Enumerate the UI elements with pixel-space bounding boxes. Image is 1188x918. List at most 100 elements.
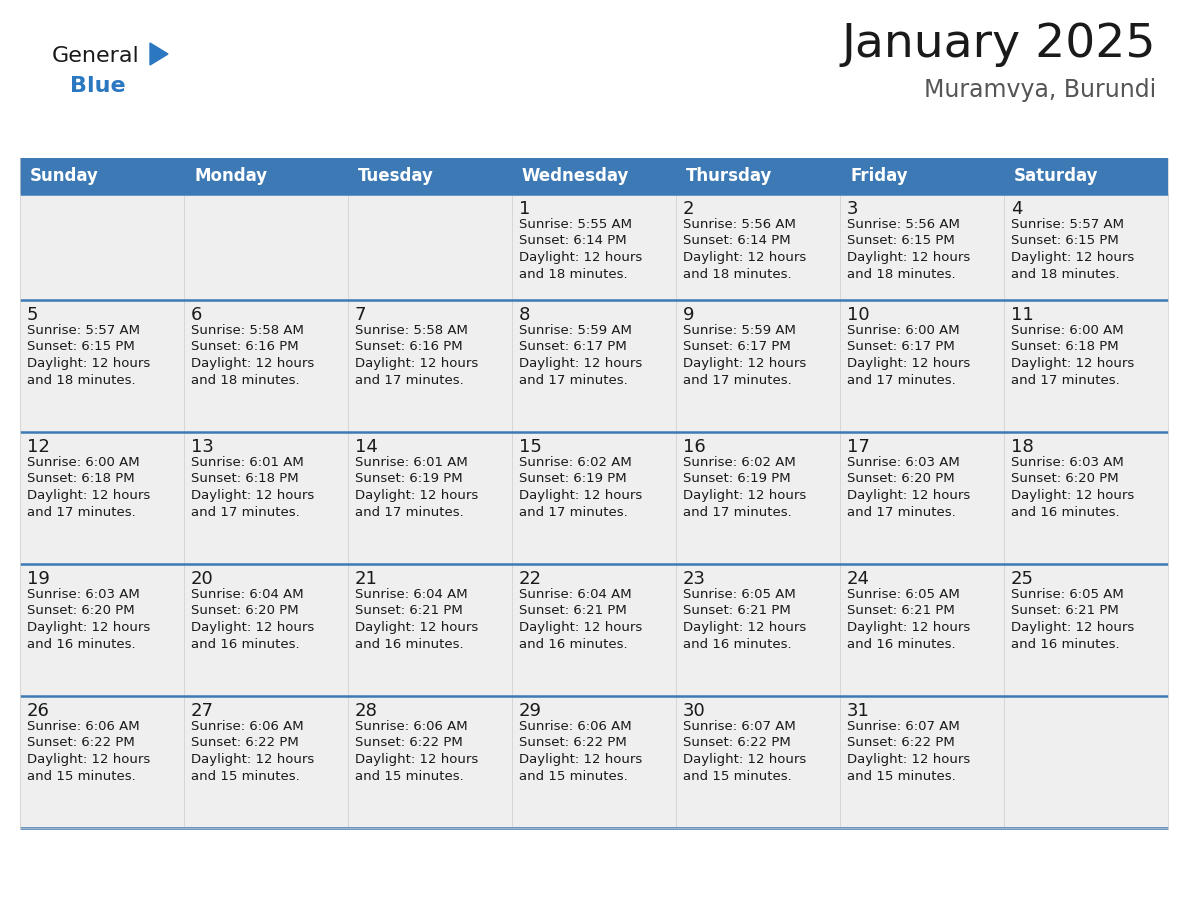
Text: and 17 minutes.: and 17 minutes.	[683, 374, 791, 386]
Text: Tuesday: Tuesday	[358, 167, 434, 185]
Text: Sunset: 6:20 PM: Sunset: 6:20 PM	[191, 604, 298, 618]
Bar	[676, 300, 840, 432]
Bar	[512, 696, 676, 828]
Text: Sunset: 6:20 PM: Sunset: 6:20 PM	[27, 604, 134, 618]
Text: and 16 minutes.: and 16 minutes.	[519, 637, 627, 651]
Text: and 17 minutes.: and 17 minutes.	[519, 374, 627, 386]
Text: Sunrise: 6:06 AM: Sunrise: 6:06 AM	[355, 720, 468, 733]
Bar	[184, 300, 348, 432]
Text: Sunrise: 5:56 AM: Sunrise: 5:56 AM	[683, 218, 796, 231]
Text: 3: 3	[847, 200, 859, 218]
Bar	[676, 564, 840, 696]
Bar	[184, 432, 348, 564]
Text: Daylight: 12 hours: Daylight: 12 hours	[683, 251, 807, 264]
Text: 11: 11	[1011, 306, 1034, 324]
Text: Sunrise: 6:04 AM: Sunrise: 6:04 AM	[191, 588, 304, 601]
Bar	[1004, 564, 1168, 696]
Text: Daylight: 12 hours: Daylight: 12 hours	[355, 621, 479, 634]
Text: Daylight: 12 hours: Daylight: 12 hours	[683, 621, 807, 634]
Text: Sunrise: 6:06 AM: Sunrise: 6:06 AM	[519, 720, 632, 733]
Text: Sunset: 6:20 PM: Sunset: 6:20 PM	[847, 473, 955, 486]
Text: 8: 8	[519, 306, 530, 324]
Bar	[1004, 696, 1168, 828]
Text: Sunrise: 6:01 AM: Sunrise: 6:01 AM	[191, 456, 304, 469]
Text: Sunrise: 6:06 AM: Sunrise: 6:06 AM	[27, 720, 140, 733]
Text: Daylight: 12 hours: Daylight: 12 hours	[1011, 357, 1135, 370]
Text: 10: 10	[847, 306, 870, 324]
Text: Sunset: 6:21 PM: Sunset: 6:21 PM	[847, 604, 955, 618]
Bar	[1004, 432, 1168, 564]
Text: and 17 minutes.: and 17 minutes.	[27, 506, 135, 519]
Bar	[512, 194, 676, 300]
Text: Sunrise: 6:05 AM: Sunrise: 6:05 AM	[847, 588, 960, 601]
Text: Sunset: 6:18 PM: Sunset: 6:18 PM	[191, 473, 298, 486]
Text: Daylight: 12 hours: Daylight: 12 hours	[191, 753, 315, 766]
Text: 30: 30	[683, 702, 706, 720]
Text: General: General	[52, 46, 140, 66]
Text: Sunrise: 6:06 AM: Sunrise: 6:06 AM	[191, 720, 304, 733]
Text: Daylight: 12 hours: Daylight: 12 hours	[27, 621, 150, 634]
Text: January 2025: January 2025	[841, 22, 1156, 67]
Bar	[348, 194, 512, 300]
Bar	[840, 194, 1004, 300]
Bar	[1004, 300, 1168, 432]
Text: Sunrise: 5:56 AM: Sunrise: 5:56 AM	[847, 218, 960, 231]
Text: Sunrise: 6:00 AM: Sunrise: 6:00 AM	[847, 324, 960, 337]
Text: Sunset: 6:15 PM: Sunset: 6:15 PM	[1011, 234, 1119, 248]
Text: Daylight: 12 hours: Daylight: 12 hours	[1011, 251, 1135, 264]
Text: Daylight: 12 hours: Daylight: 12 hours	[519, 251, 643, 264]
Text: and 16 minutes.: and 16 minutes.	[683, 637, 791, 651]
Text: Muramvya, Burundi: Muramvya, Burundi	[924, 78, 1156, 102]
Text: Daylight: 12 hours: Daylight: 12 hours	[355, 753, 479, 766]
Text: Sunset: 6:21 PM: Sunset: 6:21 PM	[1011, 604, 1119, 618]
Text: 29: 29	[519, 702, 542, 720]
Text: Sunrise: 5:59 AM: Sunrise: 5:59 AM	[683, 324, 796, 337]
Text: 26: 26	[27, 702, 50, 720]
Text: Sunset: 6:17 PM: Sunset: 6:17 PM	[847, 341, 955, 353]
Text: Thursday: Thursday	[685, 167, 772, 185]
Bar	[348, 432, 512, 564]
Text: 24: 24	[847, 570, 870, 588]
Text: and 18 minutes.: and 18 minutes.	[27, 374, 135, 386]
Text: Daylight: 12 hours: Daylight: 12 hours	[519, 621, 643, 634]
Text: and 17 minutes.: and 17 minutes.	[355, 506, 463, 519]
Text: Sunset: 6:22 PM: Sunset: 6:22 PM	[519, 736, 627, 749]
Text: Sunset: 6:22 PM: Sunset: 6:22 PM	[355, 736, 463, 749]
Bar	[184, 194, 348, 300]
Bar	[512, 564, 676, 696]
Text: Daylight: 12 hours: Daylight: 12 hours	[519, 357, 643, 370]
Text: Daylight: 12 hours: Daylight: 12 hours	[355, 489, 479, 502]
Text: Daylight: 12 hours: Daylight: 12 hours	[191, 357, 315, 370]
Text: Sunset: 6:17 PM: Sunset: 6:17 PM	[519, 341, 627, 353]
Text: Daylight: 12 hours: Daylight: 12 hours	[519, 753, 643, 766]
Text: and 16 minutes.: and 16 minutes.	[191, 637, 299, 651]
Text: and 16 minutes.: and 16 minutes.	[847, 637, 955, 651]
Text: and 17 minutes.: and 17 minutes.	[519, 506, 627, 519]
Text: Sunrise: 6:04 AM: Sunrise: 6:04 AM	[355, 588, 468, 601]
Text: and 17 minutes.: and 17 minutes.	[847, 374, 956, 386]
Text: 14: 14	[355, 438, 378, 456]
Text: Daylight: 12 hours: Daylight: 12 hours	[847, 251, 971, 264]
Bar	[348, 564, 512, 696]
Text: Sunrise: 6:02 AM: Sunrise: 6:02 AM	[519, 456, 632, 469]
Text: and 17 minutes.: and 17 minutes.	[191, 506, 299, 519]
Bar	[840, 564, 1004, 696]
Text: Sunrise: 6:01 AM: Sunrise: 6:01 AM	[355, 456, 468, 469]
Text: Sunrise: 6:00 AM: Sunrise: 6:00 AM	[1011, 324, 1124, 337]
Text: and 16 minutes.: and 16 minutes.	[27, 637, 135, 651]
Text: 31: 31	[847, 702, 870, 720]
Text: and 17 minutes.: and 17 minutes.	[1011, 374, 1120, 386]
Text: Daylight: 12 hours: Daylight: 12 hours	[1011, 489, 1135, 502]
Text: 1: 1	[519, 200, 530, 218]
Text: 27: 27	[191, 702, 214, 720]
Text: Sunrise: 6:03 AM: Sunrise: 6:03 AM	[27, 588, 140, 601]
Text: Daylight: 12 hours: Daylight: 12 hours	[519, 489, 643, 502]
Text: Monday: Monday	[194, 167, 267, 185]
Text: Sunrise: 5:55 AM: Sunrise: 5:55 AM	[519, 218, 632, 231]
Text: 19: 19	[27, 570, 50, 588]
Text: Daylight: 12 hours: Daylight: 12 hours	[683, 489, 807, 502]
Text: Sunset: 6:16 PM: Sunset: 6:16 PM	[355, 341, 462, 353]
Text: 28: 28	[355, 702, 378, 720]
Text: Sunrise: 6:04 AM: Sunrise: 6:04 AM	[519, 588, 632, 601]
Text: Sunset: 6:20 PM: Sunset: 6:20 PM	[1011, 473, 1119, 486]
